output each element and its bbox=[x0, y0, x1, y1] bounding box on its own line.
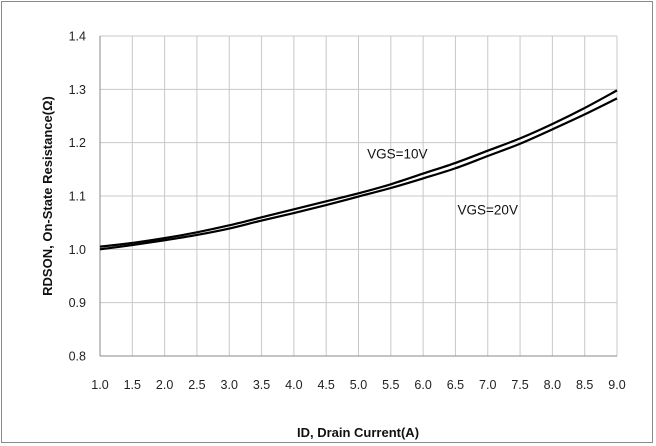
y-tick-label: 1.3 bbox=[69, 83, 86, 97]
x-tick-label: 7.5 bbox=[511, 378, 528, 392]
x-tick-label: 5.5 bbox=[382, 378, 399, 392]
annotations: VGS=10V VGS=20V bbox=[367, 147, 518, 218]
x-tick-label: 6.5 bbox=[447, 378, 464, 392]
x-axis-title: ID, Drain Current(A) bbox=[297, 425, 419, 440]
series-annotation: VGS=20V bbox=[458, 203, 518, 218]
x-tick-label: 2.5 bbox=[188, 378, 205, 392]
y-tick-label: 1.2 bbox=[69, 136, 86, 150]
x-axis-ticks: 1.0 1.5 2.0 2.5 3.0 3.5 4.0 4.5 5.0 5.5 6.0 6.5 7.0 7… bbox=[91, 378, 625, 392]
x-tick-label: 8.0 bbox=[544, 378, 561, 392]
y-tick-label: 1.1 bbox=[69, 190, 86, 204]
x-tick-label: 3.0 bbox=[221, 378, 238, 392]
x-tick-label: 4.0 bbox=[285, 378, 302, 392]
series-line-vgs-10v bbox=[99, 89, 618, 248]
x-tick-label: 1.0 bbox=[91, 378, 108, 392]
x-tick-label: 8.5 bbox=[576, 378, 593, 392]
series-annotation: VGS=10V bbox=[367, 147, 427, 162]
y-tick-label: 1.4 bbox=[69, 30, 86, 44]
x-tick-label: 5.0 bbox=[350, 378, 367, 392]
y-tick-label: 0.8 bbox=[69, 350, 86, 364]
x-tick-label: 4.5 bbox=[317, 378, 334, 392]
x-tick-label: 7.0 bbox=[479, 378, 496, 392]
y-axis-ticks: 0.8 0.9 1.0 1.1 1.2 1.3 1.4 bbox=[69, 30, 86, 364]
x-tick-label: 9.0 bbox=[608, 378, 625, 392]
x-tick-label: 3.5 bbox=[253, 378, 270, 392]
y-tick-label: 0.9 bbox=[69, 296, 86, 310]
y-tick-label: 1.0 bbox=[69, 243, 86, 257]
x-tick-label: 6.0 bbox=[414, 378, 431, 392]
y-axis-title: RDSON, On-State Resistance(Ω) bbox=[40, 96, 55, 296]
series-layer bbox=[99, 89, 618, 251]
x-tick-label: 1.5 bbox=[124, 378, 141, 392]
series-line-vgs-20v bbox=[99, 97, 618, 251]
x-tick-label: 2.0 bbox=[156, 378, 173, 392]
grid bbox=[99, 35, 618, 357]
